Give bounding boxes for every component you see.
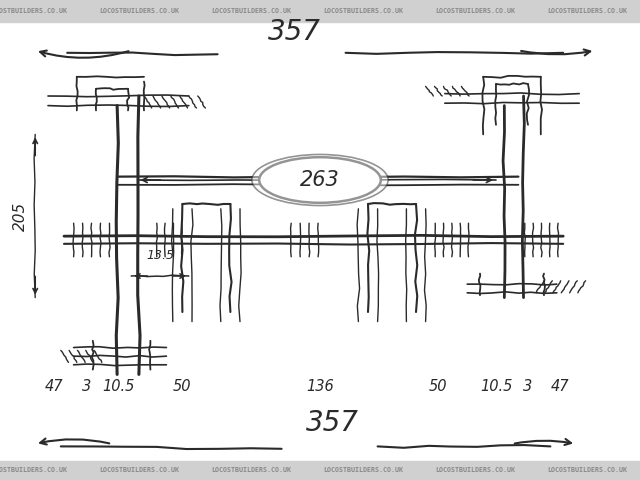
Text: 3: 3 [82, 379, 91, 394]
Bar [0, 461, 640, 480]
Bar [0, 0, 640, 22]
Text: 10.5: 10.5 [480, 379, 512, 394]
Text: LOCOSTBUILDERS.CO.UK: LOCOSTBUILDERS.CO.UK [99, 8, 179, 14]
Text: LOCOSTBUILDERS.CO.UK: LOCOSTBUILDERS.CO.UK [547, 468, 627, 473]
Text: 205: 205 [13, 202, 28, 230]
Text: LOCOSTBUILDERS.CO.UK: LOCOSTBUILDERS.CO.UK [435, 8, 515, 14]
Text: LOCOSTBUILDERS.CO.UK: LOCOSTBUILDERS.CO.UK [99, 468, 179, 473]
Text: 13.5: 13.5 [146, 249, 174, 262]
Ellipse shape [252, 155, 388, 205]
Ellipse shape [259, 157, 381, 203]
Text: LOCOSTBUILDERS.CO.UK: LOCOSTBUILDERS.CO.UK [323, 468, 403, 473]
Text: LOCOSTBUILDERS.CO.UK: LOCOSTBUILDERS.CO.UK [0, 468, 67, 473]
Text: 47: 47 [551, 379, 569, 394]
Text: LOCOSTBUILDERS.CO.UK: LOCOSTBUILDERS.CO.UK [547, 8, 627, 14]
Text: 50: 50 [429, 379, 447, 394]
Text: LOCOSTBUILDERS.CO.UK: LOCOSTBUILDERS.CO.UK [435, 468, 515, 473]
Text: 357: 357 [307, 409, 359, 437]
Text: LOCOSTBUILDERS.CO.UK: LOCOSTBUILDERS.CO.UK [0, 8, 67, 14]
Text: 136: 136 [306, 379, 334, 394]
Text: LOCOSTBUILDERS.CO.UK: LOCOSTBUILDERS.CO.UK [323, 8, 403, 14]
Text: 3: 3 [524, 379, 532, 394]
Text: 357: 357 [268, 18, 321, 46]
Text: 10.5: 10.5 [102, 379, 134, 394]
Text: 47: 47 [45, 379, 63, 394]
Text: 263: 263 [300, 170, 340, 190]
Text: 50: 50 [173, 379, 191, 394]
Text: LOCOSTBUILDERS.CO.UK: LOCOSTBUILDERS.CO.UK [211, 468, 291, 473]
Text: LOCOSTBUILDERS.CO.UK: LOCOSTBUILDERS.CO.UK [211, 8, 291, 14]
